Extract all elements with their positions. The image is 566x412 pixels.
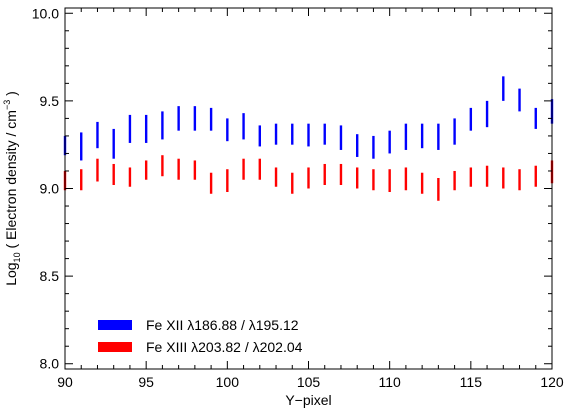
legend-label-0: Fe XII λ186.88 / λ195.12	[146, 317, 299, 333]
y-axis-label-prefix: Log	[3, 262, 19, 285]
y-tick-label: 10.0	[32, 5, 59, 21]
y-axis-label-suffix: )	[3, 91, 19, 100]
x-tick-label: 120	[540, 374, 564, 390]
y-axis-label-superscript: −3	[2, 100, 12, 110]
y-tick-label: 9.0	[40, 181, 60, 197]
legend-swatch-0	[98, 320, 132, 330]
y-axis-label-middle: ( Electron density / cm	[3, 110, 19, 252]
legend: Fe XII λ186.88 / λ195.12 Fe XIII λ203.82 …	[98, 317, 303, 355]
legend-label-1: Fe XIII λ203.82 / λ202.04	[146, 339, 303, 355]
y-axis-label-subscript: 10	[12, 252, 22, 262]
tick-labels: 90 95 100 105 110 115 120 8.0 8.5 9.0 9.5 10.0	[32, 5, 564, 390]
x-tick-label: 110	[379, 374, 402, 390]
error-bars	[63, 76, 554, 201]
x-tick-label: 90	[57, 374, 73, 390]
legend-swatch-1	[98, 342, 132, 352]
x-tick-label: 115	[460, 374, 483, 390]
y-tick-label: 8.5	[40, 268, 60, 284]
y-tick-label: 9.5	[40, 93, 60, 109]
x-tick-label: 105	[297, 374, 321, 390]
y-axis-label: Log10 ( Electron density / cm−3 )	[2, 91, 22, 286]
y-tick-label: 8.0	[40, 356, 60, 372]
x-axis-label: Y−pixel	[285, 392, 331, 408]
x-tick-label: 95	[138, 374, 154, 390]
axis-ticks	[64, 8, 553, 369]
x-tick-label: 100	[216, 374, 240, 390]
